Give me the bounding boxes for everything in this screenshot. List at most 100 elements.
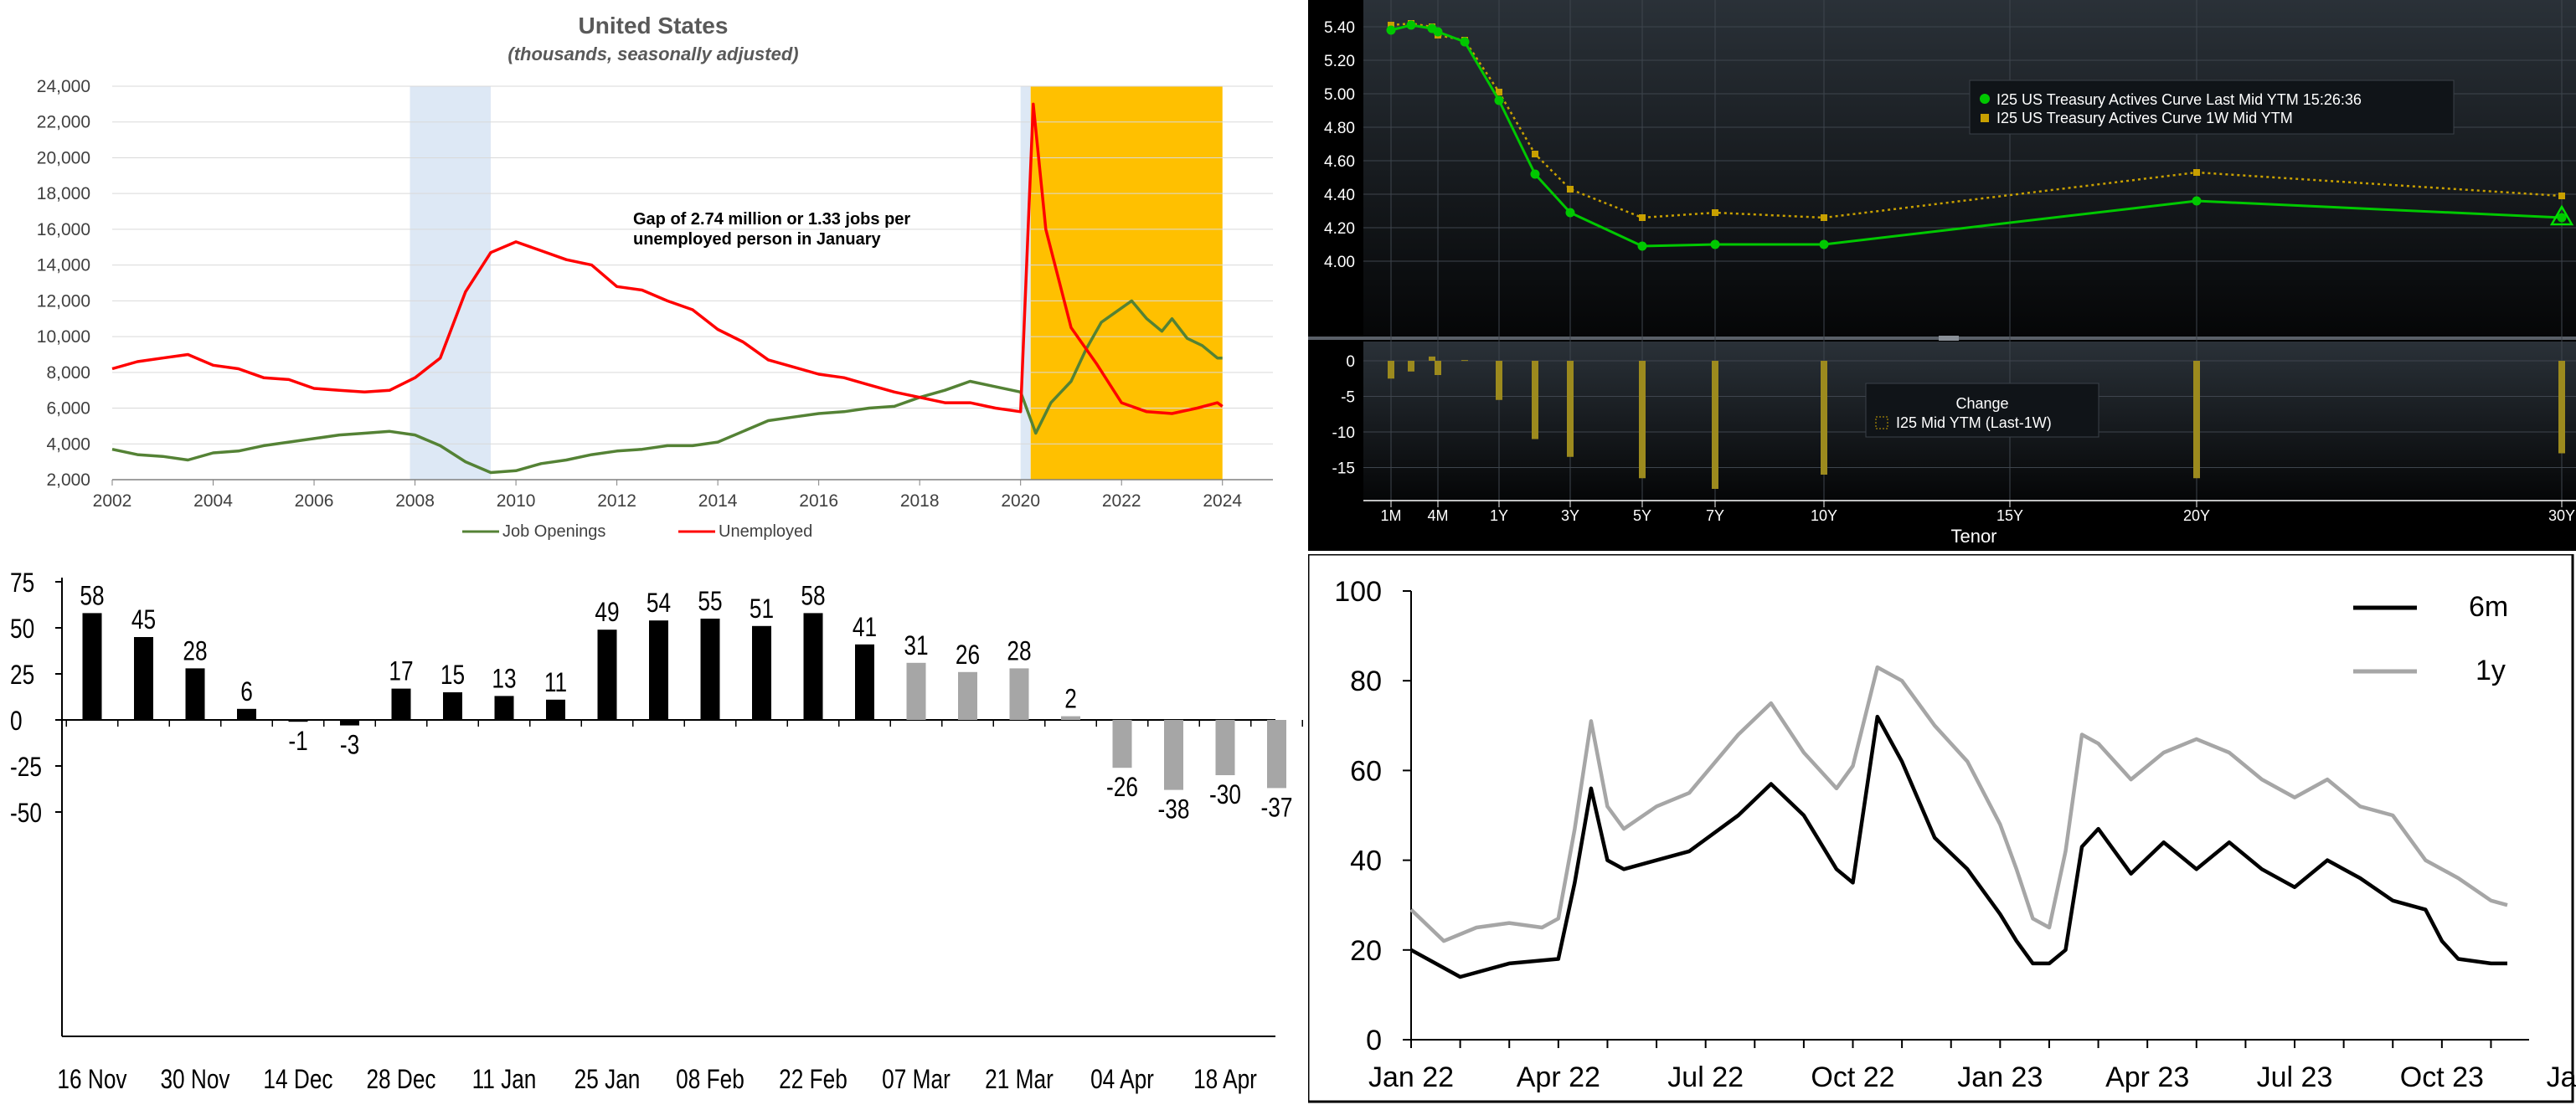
- y-tick-label: 12,000: [37, 291, 90, 311]
- x-tick-label: 18 Apr: [1193, 1066, 1257, 1095]
- legend-label-unemployed: Unemployed: [719, 522, 812, 541]
- x-tick-label: Apr 23: [2105, 1061, 2189, 1093]
- change-bar: [1435, 361, 1441, 375]
- y-tick-label: 22,000: [37, 113, 90, 132]
- x-tick-label: 30 Nov: [160, 1066, 229, 1095]
- y-tick-label: 80: [1350, 666, 1382, 697]
- x-axis-title: Tenor: [1950, 526, 1996, 547]
- legend-label-1w: I25 US Treasury Actives Curve 1W Mid YTM: [1996, 110, 2293, 126]
- change-bar: [1496, 361, 1502, 400]
- x-tick-label: 2008: [395, 491, 435, 511]
- weekly-bar: [752, 625, 771, 720]
- series-marker-1w: [1388, 22, 1394, 28]
- shaded-period: [1030, 86, 1223, 480]
- series-marker-last: [1406, 20, 1416, 30]
- y-tick-label: 6,000: [46, 399, 90, 419]
- y-tick-label: 5.20: [1324, 53, 1355, 70]
- x-tick-label: 25 Jan: [574, 1066, 641, 1095]
- x-tick-label: 3Y: [1561, 507, 1579, 524]
- x-tick-label: 21 Mar: [985, 1066, 1054, 1095]
- x-tick-label: 2016: [799, 491, 838, 511]
- series-line-unemployed: [111, 102, 1224, 415]
- plot-background: [1363, 0, 2576, 338]
- y-tick-label: 0: [1366, 1025, 1382, 1056]
- y-tick-label: 100: [1334, 576, 1382, 608]
- series-marker-1w: [1712, 209, 1718, 216]
- shaded-period: [410, 86, 491, 480]
- weekly-bar: [288, 720, 308, 722]
- weekly-bar: [443, 692, 462, 720]
- weekly-bar-chart: 75 50 25 0 -25 -50 58 45 28 6 -1 -3 17 15 13 11 49 54 55 5…: [10, 569, 1303, 1095]
- weekly-bar: [1267, 720, 1286, 789]
- bar-value-label: 58: [801, 582, 825, 611]
- series-marker-last: [1460, 37, 1470, 47]
- x-tick-label: 22 Feb: [779, 1066, 848, 1095]
- x-tick-label: 2006: [295, 491, 334, 511]
- series-marker-last: [2192, 196, 2202, 206]
- series-line-6m: [1409, 714, 2507, 979]
- bar-value-label: -30: [1209, 781, 1241, 810]
- x-tick-label: 1Y: [1490, 507, 1508, 524]
- chart-title: United States: [579, 13, 729, 39]
- bar-value-label: 2: [1064, 685, 1077, 714]
- x-tick-label: 20Y: [2183, 507, 2210, 524]
- x-tick-label: 2022: [1102, 491, 1141, 511]
- bar-value-label: 45: [131, 606, 156, 635]
- weekly-bar: [134, 637, 153, 720]
- x-tick-label: Oct 22: [1811, 1061, 1894, 1093]
- legend-box: [1969, 80, 2455, 135]
- panel-divider: [0, 551, 2576, 554]
- series-marker-1w: [2193, 169, 2200, 176]
- change-bar: [1712, 361, 1718, 489]
- y-tick-label: 20: [1350, 935, 1382, 967]
- change-legend-label: I25 Mid YTM (Last-1W): [1896, 414, 2052, 431]
- x-tick-label: Oct 23: [2400, 1061, 2484, 1093]
- bar-value-label: -38: [1158, 795, 1190, 825]
- x-tick-label: 2014: [698, 491, 738, 511]
- series-marker-1w: [1567, 186, 1574, 193]
- y-tick-label: 4,000: [46, 434, 90, 454]
- y-tick-label: 5.00: [1324, 86, 1355, 104]
- x-tick-label: 28 Dec: [366, 1066, 435, 1095]
- x-tick-label: 2002: [93, 491, 132, 511]
- y-tick-label: 18,000: [37, 184, 90, 203]
- y-tick-label: 25: [10, 661, 34, 691]
- weekly-bar: [340, 720, 359, 726]
- change-bar: [1408, 361, 1414, 372]
- series-marker-last: [1433, 27, 1443, 37]
- legend-label-job-openings: Job Openings: [502, 522, 605, 541]
- weekly-bar: [82, 613, 102, 720]
- legend-swatch-1w: [1981, 114, 1989, 122]
- bar-value-label: 28: [183, 637, 207, 666]
- x-tick-label: 2018: [900, 491, 940, 511]
- change-bar: [1821, 361, 1827, 475]
- bar-value-label: 31: [904, 631, 928, 660]
- x-tick-label: Jan 22: [1368, 1061, 1454, 1093]
- y-tick-label: -15: [1332, 460, 1355, 478]
- weekly-bar: [391, 688, 411, 720]
- y-tick-label: -5: [1341, 389, 1355, 407]
- last-value-marker: [2549, 204, 2574, 226]
- series-marker-1w: [1532, 151, 1538, 157]
- x-tick-label: 07 Mar: [882, 1066, 951, 1095]
- weekly-bar: [1215, 720, 1235, 775]
- weekly-bar: [700, 619, 720, 720]
- y-tick-label: -25: [10, 753, 42, 783]
- x-tick-label: 11 Jan: [472, 1066, 537, 1095]
- y-tick-label: 0: [1346, 353, 1355, 371]
- bar-value-label: -3: [340, 731, 359, 760]
- y-tick-label: 16,000: [37, 220, 90, 239]
- series-marker-last: [1530, 169, 1540, 179]
- series-marker-last: [1819, 239, 1829, 249]
- legend-label-last: I25 US Treasury Actives Curve Last Mid Y…: [1996, 91, 2362, 108]
- change-legend-title: Change: [1955, 395, 2008, 412]
- x-tick-label: 2012: [597, 491, 636, 511]
- change-bar: [1388, 361, 1394, 379]
- bar-value-label: 17: [389, 657, 413, 686]
- y-tick-label: 24,000: [37, 77, 90, 96]
- y-tick-label: 4.20: [1324, 220, 1355, 238]
- weekly-bar: [1061, 716, 1080, 720]
- weekly-bar: [185, 668, 205, 720]
- splitter-handle[interactable]: [1939, 336, 1959, 341]
- x-tick-label: Jul 23: [2257, 1061, 2333, 1093]
